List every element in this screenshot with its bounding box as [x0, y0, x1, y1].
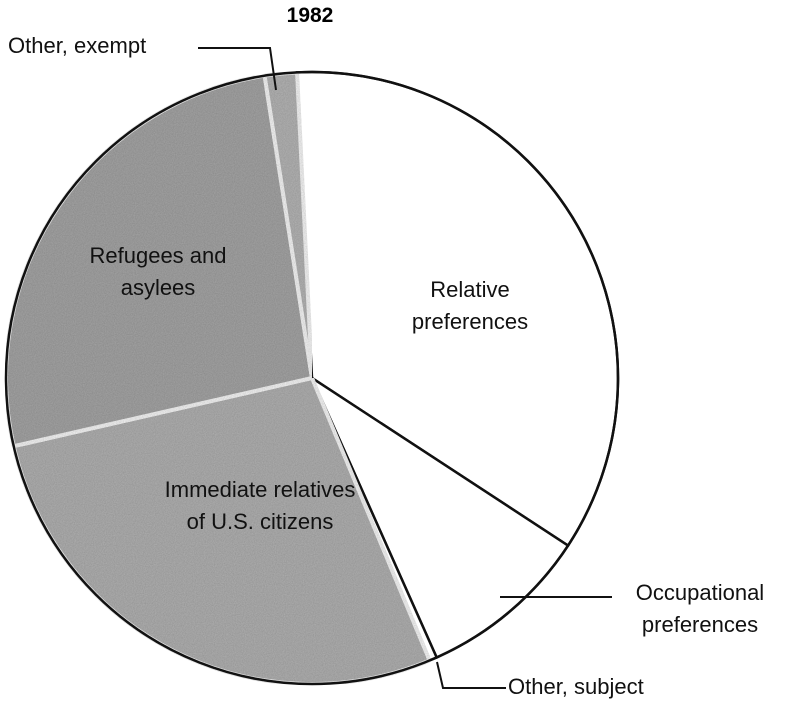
pie-outline [4, 70, 620, 686]
slice-label: Relative preferences [411, 277, 529, 334]
slice-label: Occupational preferences [635, 580, 765, 637]
slice-label: Refugees and asylees [89, 243, 227, 300]
slice-label: Other, subject [508, 674, 644, 699]
slice-label: Immediate relatives of U.S. citizens [164, 477, 356, 534]
slice-label: Other, exempt [8, 33, 147, 58]
chart-title: 1982 [286, 4, 334, 27]
leader-line [198, 47, 277, 91]
leader-line [436, 661, 506, 689]
